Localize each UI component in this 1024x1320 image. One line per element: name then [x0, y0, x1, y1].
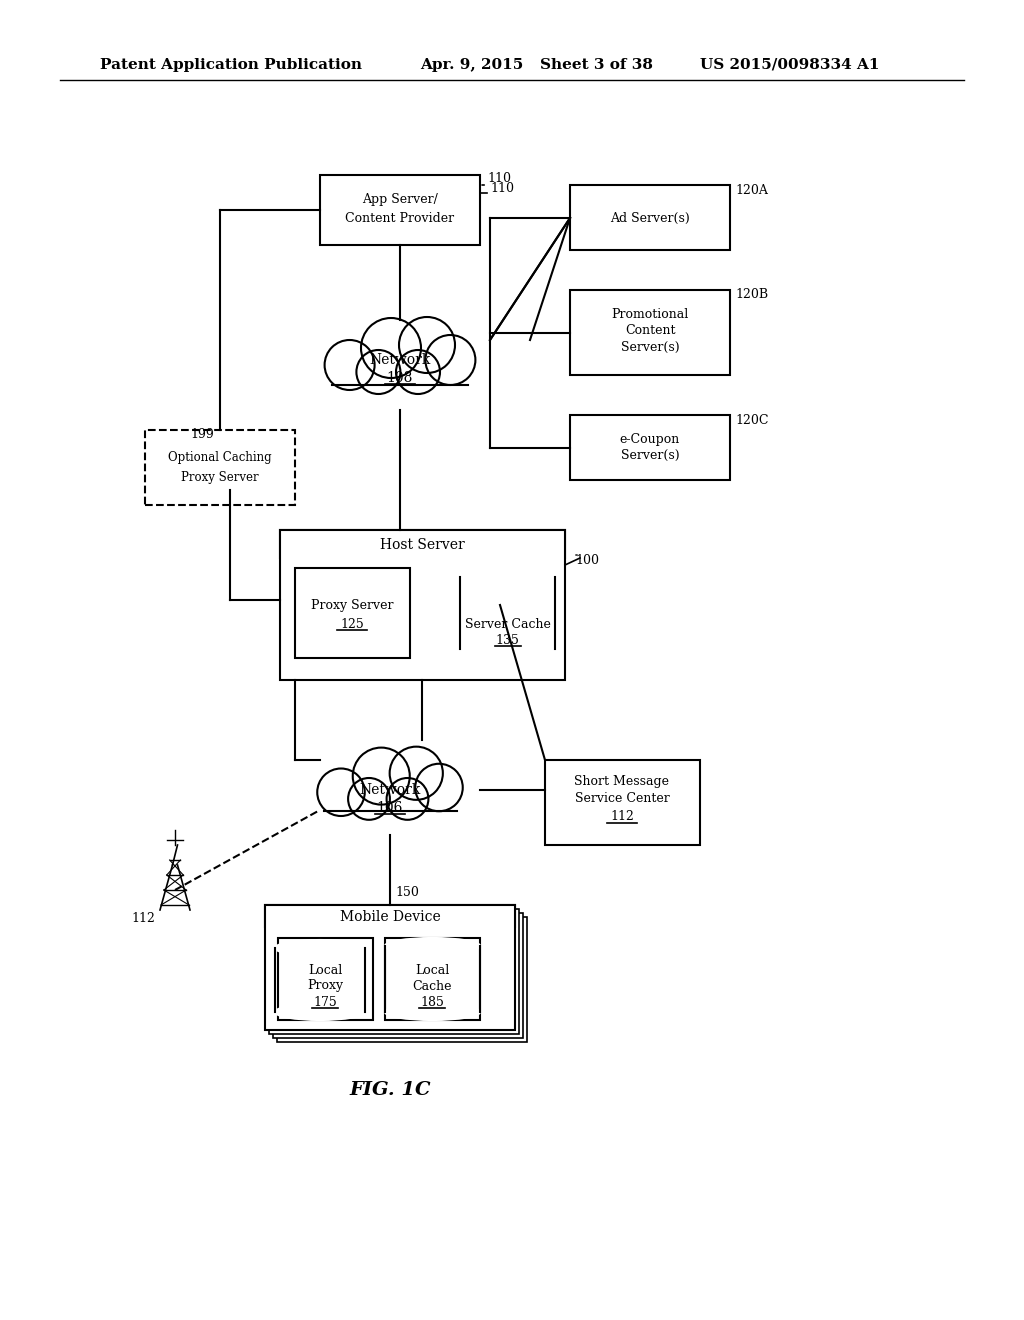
Ellipse shape [460, 640, 555, 657]
Text: e-Coupon: e-Coupon [620, 433, 680, 446]
Text: Local: Local [415, 964, 450, 977]
Bar [570, 290, 730, 375]
Ellipse shape [460, 568, 555, 586]
Bar [280, 531, 565, 558]
Bar [269, 909, 519, 1034]
Bar [295, 568, 410, 657]
Text: 108: 108 [387, 371, 414, 385]
Text: 110: 110 [487, 172, 511, 185]
Text: Content: Content [625, 323, 675, 337]
Text: Patent Application Publication: Patent Application Publication [100, 58, 362, 73]
Text: 199: 199 [190, 429, 214, 441]
Text: 185: 185 [420, 995, 444, 1008]
Circle shape [356, 350, 400, 393]
Text: 110: 110 [490, 181, 514, 194]
Text: Proxy Server: Proxy Server [310, 599, 393, 612]
Text: Optional Caching: Optional Caching [168, 451, 271, 465]
Text: Short Message: Short Message [574, 776, 670, 788]
Circle shape [317, 768, 365, 816]
Text: FIG. 1C: FIG. 1C [349, 1081, 431, 1100]
Text: 175: 175 [313, 995, 337, 1008]
Circle shape [425, 335, 475, 385]
Circle shape [387, 777, 428, 820]
Text: 112: 112 [610, 810, 634, 824]
Text: Service Center: Service Center [574, 792, 670, 804]
Text: Network: Network [370, 352, 431, 367]
Text: 100: 100 [575, 553, 599, 566]
Text: 120A: 120A [735, 183, 768, 197]
Text: Local: Local [308, 964, 342, 977]
Bar [385, 939, 480, 1020]
Text: Ad Server(s): Ad Server(s) [610, 211, 690, 224]
Ellipse shape [275, 1005, 365, 1020]
Text: 150: 150 [395, 887, 419, 899]
Text: 120C: 120C [735, 413, 768, 426]
Text: Host Server: Host Server [380, 539, 464, 552]
Circle shape [396, 350, 440, 393]
Text: 120B: 120B [735, 289, 768, 301]
Text: 106: 106 [377, 801, 403, 814]
Text: 135: 135 [496, 634, 519, 647]
Text: Apr. 9, 2015: Apr. 9, 2015 [420, 58, 523, 73]
Bar [280, 531, 565, 680]
Ellipse shape [385, 939, 480, 954]
Circle shape [390, 747, 442, 800]
Circle shape [361, 318, 421, 378]
Text: Promotional: Promotional [611, 309, 688, 322]
Bar [145, 430, 295, 506]
Text: US 2015/0098334 A1: US 2015/0098334 A1 [700, 58, 880, 73]
Text: Content Provider: Content Provider [345, 211, 455, 224]
Text: Server Cache: Server Cache [465, 618, 551, 631]
Text: Mobile Device: Mobile Device [340, 909, 440, 924]
Text: App Server/: App Server/ [362, 194, 438, 206]
Bar [278, 939, 373, 1020]
Text: 125: 125 [340, 618, 364, 631]
Bar [319, 176, 480, 246]
Bar [265, 906, 515, 927]
Bar [273, 913, 523, 1038]
Text: Cache: Cache [413, 979, 452, 993]
Text: Server(s): Server(s) [621, 449, 679, 462]
Bar [278, 917, 527, 1041]
Text: Proxy Server: Proxy Server [181, 471, 259, 484]
Ellipse shape [385, 1005, 480, 1020]
Bar [265, 906, 515, 1030]
Circle shape [416, 764, 463, 812]
Circle shape [325, 341, 375, 389]
Text: Network: Network [359, 783, 421, 797]
Circle shape [352, 747, 410, 805]
Text: Sheet 3 of 38: Sheet 3 of 38 [540, 58, 653, 73]
Bar [570, 185, 730, 249]
Circle shape [399, 317, 455, 374]
Ellipse shape [275, 940, 365, 956]
Text: Server(s): Server(s) [621, 341, 679, 354]
Text: Proxy: Proxy [307, 979, 343, 993]
Bar [545, 760, 700, 845]
Text: 112: 112 [131, 912, 155, 924]
Bar [570, 414, 730, 480]
Circle shape [348, 777, 390, 820]
